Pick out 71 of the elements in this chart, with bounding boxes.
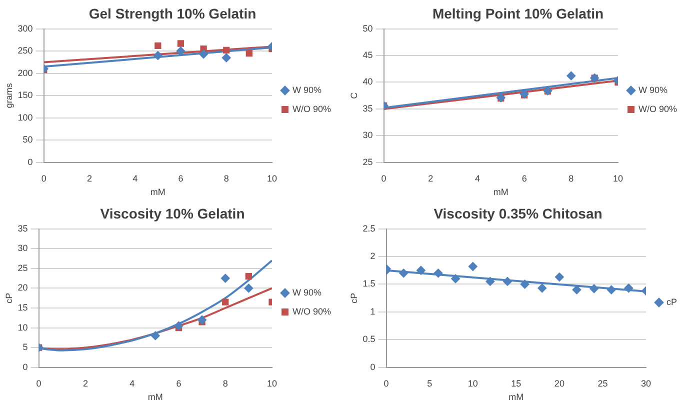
x-tick-label: 6 [178, 173, 184, 184]
y-tick-label: 0 [22, 362, 28, 372]
y-tick-label: 1 [370, 306, 376, 316]
x-tick-label: 0 [41, 173, 46, 184]
x-tick-label: 20 [554, 378, 564, 388]
x-tick-label: 15 [511, 378, 522, 388]
x-axis-title: mM [150, 187, 166, 198]
x-tick-label: 0 [384, 378, 389, 388]
legend-label: W 90% [638, 84, 668, 95]
x-tick-label: 2 [428, 173, 434, 184]
legend-label: W 90% [292, 84, 322, 95]
x-tick-label: 10 [266, 173, 277, 184]
chart-title: Melting Point 10% Gelatin [432, 5, 604, 22]
x-tick-label: 8 [224, 173, 229, 184]
y-tick-label: 200 [18, 68, 33, 78]
legend-label: W/O 90% [292, 306, 332, 316]
x-tick-label: 4 [474, 173, 480, 184]
y-tick-label: 35 [362, 103, 373, 114]
x-tick-label: 6 [176, 378, 182, 388]
x-axis-title: mM [508, 392, 524, 402]
y-tick-label: 40 [362, 76, 373, 87]
x-tick-label: 2 [86, 173, 92, 184]
legend-label: W 90% [292, 287, 322, 298]
x-tick-label: 2 [82, 378, 88, 388]
legend-label: cP [666, 296, 678, 307]
x-tick-label: 5 [427, 378, 432, 388]
y-tick-label: 250 [18, 46, 33, 56]
y-tick-label: 35 [18, 223, 28, 234]
y-tick-label: 100 [18, 112, 33, 122]
y-axis-title: cP [348, 292, 359, 304]
y-tick-label: 150 [18, 90, 33, 100]
y-tick-label: 1.5 [362, 278, 376, 289]
y-tick-label: 25 [362, 156, 373, 167]
x-axis-title: mM [493, 187, 508, 198]
y-tick-label: 0.5 [362, 334, 376, 344]
legend-label: W/O 90% [638, 104, 678, 114]
legend-label: W/O 90% [292, 104, 332, 114]
x-tick-label: 30 [640, 378, 652, 388]
x-tick-label: 10 [266, 378, 277, 388]
y-tick-label: 0 [370, 362, 376, 372]
y-tick-label: 50 [22, 134, 33, 145]
x-tick-label: 6 [522, 173, 527, 184]
y-tick-label: 25 [18, 262, 28, 273]
y-tick-label: 20 [18, 282, 28, 293]
x-tick-label: 25 [598, 378, 608, 388]
chart-title: Viscosity 10% Gelatin [100, 205, 245, 222]
y-tick-label: 50 [362, 23, 373, 34]
chart-title: Viscosity 0.35% Chitosan [434, 205, 602, 222]
y-tick-label: 30 [18, 243, 28, 254]
y-tick-label: 15 [18, 302, 28, 312]
x-tick-label: 8 [568, 173, 574, 184]
x-tick-label: 10 [612, 173, 623, 184]
y-tick-label: 2.5 [362, 223, 376, 234]
y-tick-label: 30 [362, 130, 373, 140]
y-tick-label: 300 [18, 23, 33, 34]
x-tick-label: 4 [132, 173, 138, 184]
y-axis-title: grams [4, 82, 14, 108]
y-tick-label: 5 [22, 342, 28, 352]
x-tick-label: 0 [36, 378, 42, 388]
y-axis-title: C [348, 92, 359, 99]
y-tick-label: 45 [362, 50, 373, 60]
y-tick-label: 2 [370, 251, 376, 262]
x-axis-title: mM [148, 392, 163, 402]
y-tick-label: 10 [18, 322, 28, 332]
x-tick-label: 10 [468, 378, 478, 388]
chart-title: Gel Strength 10% Gelatin [88, 5, 256, 22]
x-tick-label: 4 [130, 378, 135, 388]
x-tick-label: 8 [222, 378, 228, 388]
y-tick-label: 0 [28, 156, 33, 167]
y-axis-title: cP [4, 292, 14, 304]
x-tick-label: 0 [381, 173, 386, 184]
